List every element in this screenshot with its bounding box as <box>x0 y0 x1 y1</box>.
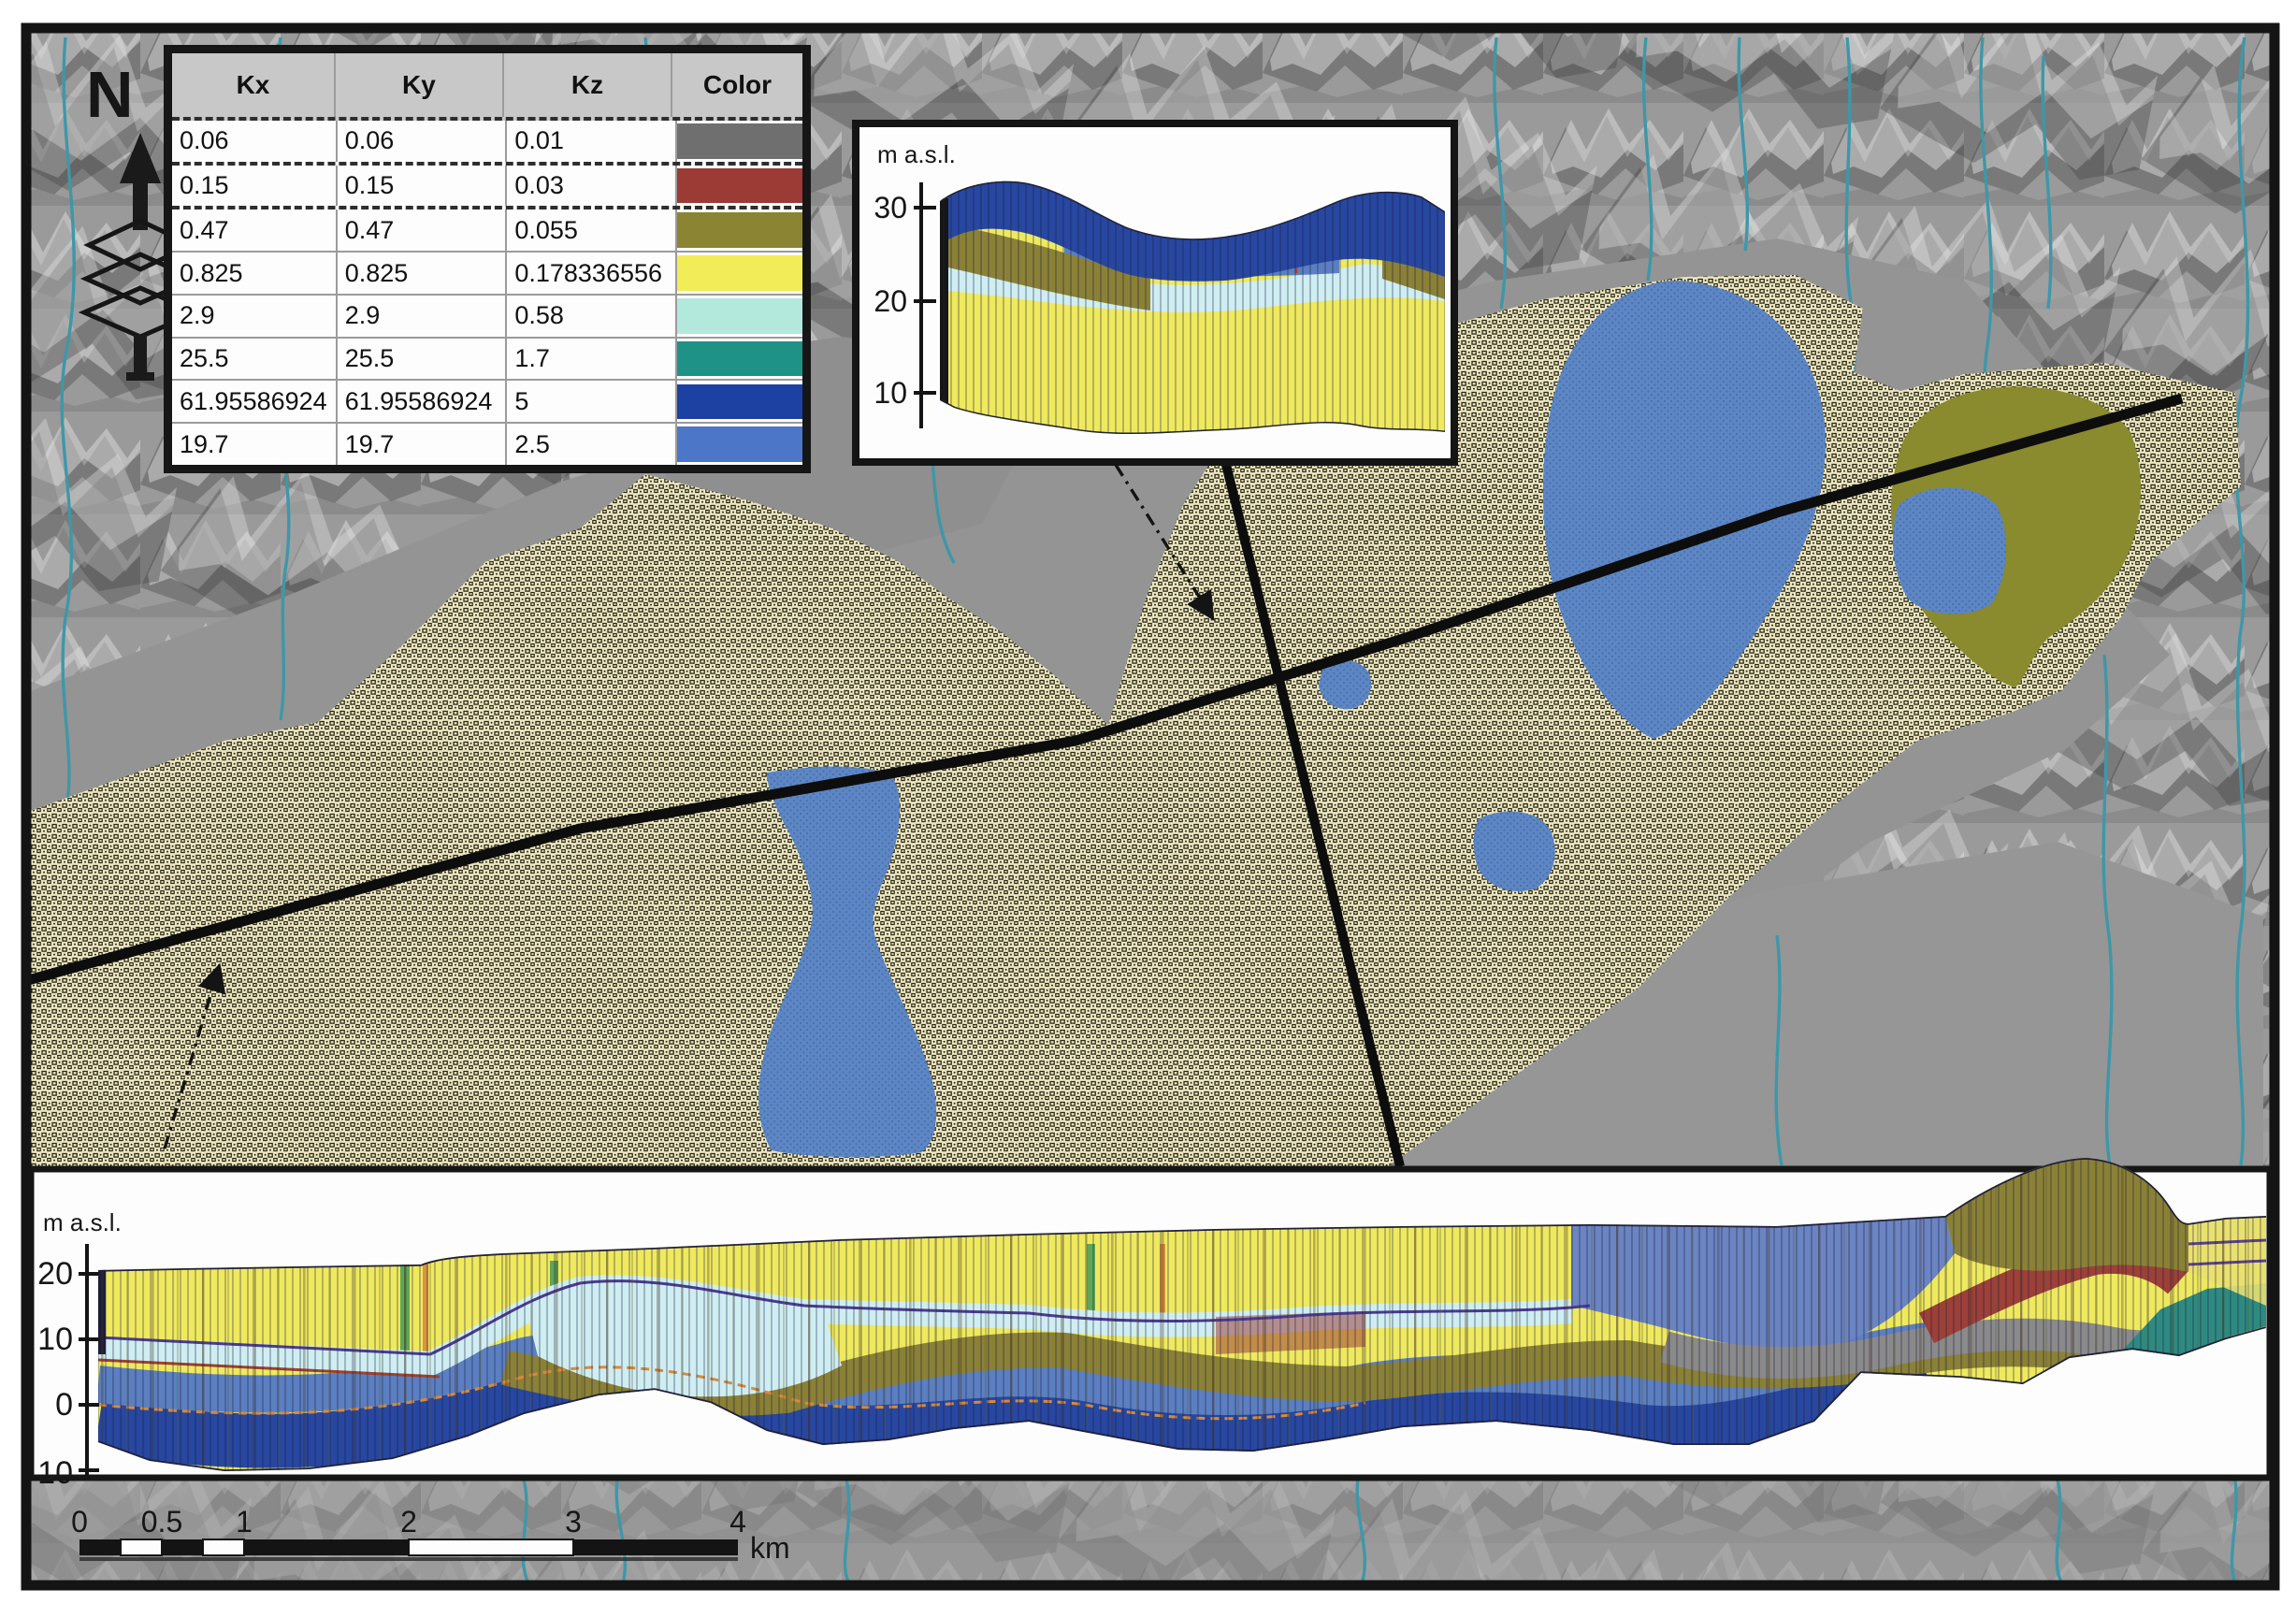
lake-zone-hourglass <box>758 766 937 1158</box>
k-table-header-kz: Kz <box>504 53 672 117</box>
main-section-axis <box>79 1244 99 1476</box>
k-value: 61.95586924 <box>337 381 508 423</box>
k-color-swatch <box>676 381 802 423</box>
lake-zone-large <box>1542 281 1827 739</box>
inset-tick-30: 30 <box>874 191 907 224</box>
inset-axis-label: m a.s.l. <box>877 140 956 168</box>
layers-icon-foot <box>126 372 154 381</box>
k-value: 0.178336556 <box>507 253 677 294</box>
scale-bar: 0 0.5 1 2 3 4 km <box>71 1505 790 1565</box>
k-value: 61.95586924 <box>172 381 338 423</box>
k-value: 25.5 <box>337 338 508 380</box>
main-tick-20: 20 <box>37 1256 73 1292</box>
layers-icon-foot-shaft <box>134 335 147 374</box>
k-value: 0.06 <box>337 120 508 162</box>
scale-label-3: 3 <box>565 1505 582 1539</box>
swatch-fill <box>676 297 802 334</box>
k-value: 19.7 <box>172 424 338 465</box>
scale-unit: km <box>750 1531 790 1565</box>
inset-leader-arrow <box>1114 464 1215 621</box>
swatch-fill <box>676 255 802 291</box>
section-line-transverse <box>1197 365 1405 1168</box>
k-value: 19.7 <box>337 424 508 465</box>
k-table-row-2: 0.47 0.47 0.055 <box>172 210 802 253</box>
swatch-fill <box>676 340 802 377</box>
main-tick-10: 10 <box>37 1322 73 1357</box>
k-table-row-0: 0.06 0.06 0.01 <box>172 120 802 166</box>
k-color-swatch <box>676 253 802 294</box>
k-table-row-1: 0.15 0.15 0.03 <box>172 165 802 210</box>
k-color-swatch <box>676 165 802 207</box>
k-table-row-3: 0.825 0.825 0.178336556 <box>172 253 802 296</box>
swatch-fill <box>676 212 802 249</box>
inset-axis <box>914 182 936 428</box>
k-color-swatch <box>676 295 802 337</box>
main-section-leader-arrow <box>163 962 226 1149</box>
k-value: 2.5 <box>507 424 677 465</box>
k-color-swatch <box>676 338 802 380</box>
main-section-panel: m a.s.l. 20 10 0 10 <box>27 1158 2274 1491</box>
k-value: 1.7 <box>507 338 677 380</box>
k-color-swatch <box>676 210 802 252</box>
inset-tick-20: 20 <box>874 284 907 318</box>
k-table-row-6: 61.95586924 61.95586924 5 <box>172 381 802 425</box>
scale-label-05: 0.5 <box>141 1505 182 1539</box>
k-table-header: Kx Ky Kz Color <box>172 53 802 121</box>
k-table-row-4: 2.9 2.9 0.58 <box>172 295 802 339</box>
main-tick-m10: 10 <box>37 1455 73 1491</box>
k-value: 2.9 <box>172 295 338 337</box>
inset-tick-10: 10 <box>874 376 907 410</box>
k-value: 0.06 <box>172 120 338 162</box>
k-value: 0.15 <box>172 165 338 207</box>
north-arrow-shaft <box>133 181 148 230</box>
k-table: Kx Ky Kz Color 0.06 0.06 0.01 0.15 0.15 … <box>164 45 811 473</box>
lake-zone-right-small <box>1893 487 2007 614</box>
k-value: 0.15 <box>337 165 508 207</box>
scale-label-0: 0 <box>71 1505 88 1539</box>
swatch-fill <box>676 167 802 204</box>
k-color-swatch <box>676 424 802 465</box>
swatch-fill <box>676 426 802 462</box>
k-table-row-7: 19.7 19.7 2.5 <box>172 424 802 465</box>
main-axis-label: m a.s.l. <box>43 1208 122 1236</box>
scale-label-2: 2 <box>400 1505 417 1539</box>
swatch-fill <box>676 383 802 420</box>
k-value: 5 <box>507 381 677 423</box>
k-value: 0.58 <box>507 295 677 337</box>
k-value: 2.9 <box>337 295 508 337</box>
k-value: 0.47 <box>172 210 338 252</box>
k-table-row-5: 25.5 25.5 1.7 <box>172 338 802 382</box>
map-frame <box>21 22 2280 1591</box>
section-line-longitudinal <box>31 393 2184 985</box>
map-k-zones <box>758 281 2142 1158</box>
k-value: 0.03 <box>507 165 677 207</box>
main-tick-0: 0 <box>55 1387 73 1423</box>
north-arrow-head <box>120 133 161 183</box>
k-value: 0.47 <box>337 210 508 252</box>
k-color-swatch <box>676 120 802 162</box>
k-table-header-ky: Ky <box>336 53 504 117</box>
k-value: 0.01 <box>507 120 677 162</box>
k-table-header-color: Color <box>702 69 773 99</box>
swatch-fill <box>676 123 802 159</box>
inset-section-box: m a.s.l. 30 20 10 <box>852 120 1458 466</box>
lake-zone-center-small <box>1473 811 1555 892</box>
k-value: 25.5 <box>172 338 338 380</box>
north-label: N <box>86 58 134 131</box>
scale-label-4: 4 <box>729 1505 746 1539</box>
k-table-header-kx: Kx <box>172 53 336 117</box>
lake-zone-tiny <box>1319 659 1371 710</box>
section-traces <box>31 365 2184 1168</box>
scale-label-1: 1 <box>236 1505 253 1539</box>
k-value: 0.055 <box>507 210 677 252</box>
k-value: 0.825 <box>172 253 338 294</box>
k-value: 0.825 <box>337 253 508 294</box>
